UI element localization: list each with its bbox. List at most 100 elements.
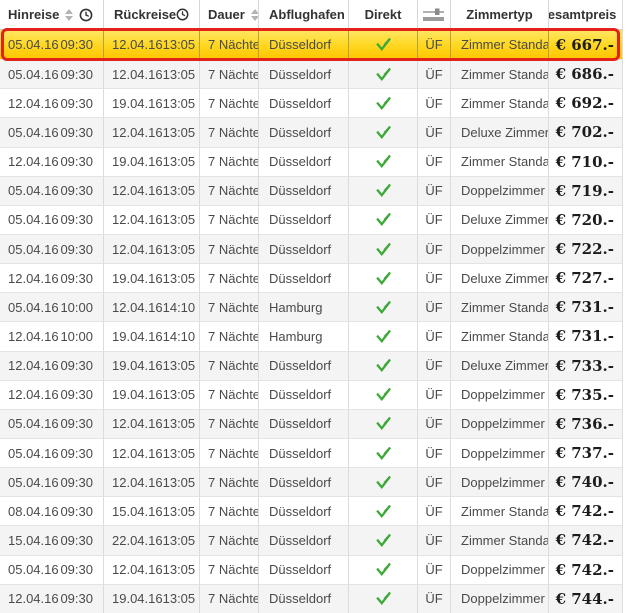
airport-label: Düsseldorf [269, 124, 332, 140]
clock-icon[interactable] [176, 8, 189, 21]
return-time: 13:05 [162, 37, 196, 53]
table-row[interactable]: 05.04.16 09:30 12.04.16 13:05 7 Nächte D… [0, 59, 622, 89]
table-row[interactable]: 05.04.16 09:30 12.04.16 13:05 7 Nächte D… [0, 27, 622, 62]
cell-dauer: 7 Nächte [199, 88, 258, 118]
table-row[interactable]: 05.04.16 10:00 12.04.16 14:10 7 Nächte H… [0, 292, 622, 322]
board-label: ÜF [425, 66, 443, 82]
total-price: € 733.- [555, 356, 614, 375]
duration-label: 7 Nächte [208, 562, 258, 578]
cell-dauer: 7 Nächte [199, 496, 258, 526]
green-check-icon [375, 183, 391, 198]
table-row[interactable]: 12.04.16 09:30 19.04.16 13:05 7 Nächte D… [0, 263, 622, 293]
table-row[interactable]: 05.04.16 09:30 12.04.16 13:05 7 Nächte D… [0, 117, 622, 147]
green-check-icon [375, 358, 391, 373]
cell-rueckreise: 19.04.16 13:05 [103, 263, 199, 293]
outbound-date: 05.04.16 [8, 416, 59, 432]
column-header-direkt[interactable]: Direkt [348, 0, 417, 29]
board-label: ÜF [425, 241, 443, 257]
cell-direkt [348, 204, 417, 234]
outbound-time: 09:30 [60, 358, 93, 374]
room-type-label: Doppelzimmer [461, 445, 545, 461]
cell-dauer: 7 Nächte [199, 292, 258, 322]
clock-icon[interactable] [79, 8, 93, 22]
cell-gesamtpreis: € 710.- [548, 146, 622, 176]
cell-hinreise: 05.04.16 09:30 [0, 233, 103, 263]
duration-label: 7 Nächte [208, 95, 258, 111]
table-row[interactable]: 05.04.16 09:30 12.04.16 13:05 7 Nächte D… [0, 437, 622, 468]
cell-abflughafen: Düsseldorf [258, 59, 348, 89]
table-row[interactable]: 05.04.16 09:30 12.04.16 13:05 7 Nächte D… [0, 204, 622, 234]
total-price: € 742.- [555, 531, 614, 550]
cell-dauer: 7 Nächte [199, 467, 258, 497]
return-time: 13:05 [162, 562, 196, 578]
table-row[interactable]: 05.04.16 09:30 12.04.16 13:05 7 Nächte D… [0, 554, 622, 584]
cell-board: ÜF [417, 204, 450, 234]
total-price: € 686.- [555, 65, 614, 84]
board-label: ÜF [425, 562, 443, 578]
cell-dauer: 7 Nächte [199, 379, 258, 409]
table-row[interactable]: 12.04.16 10:00 19.04.16 14:10 7 Nächte H… [0, 321, 622, 351]
airport-label: Düsseldorf [269, 95, 332, 111]
cell-hinreise: 05.04.16 10:00 [0, 292, 103, 321]
cell-zimmertyp: Doppelzimmer [450, 583, 548, 613]
room-type-label: Doppelzimmer [461, 241, 545, 257]
cell-rueckreise: 19.04.16 13:05 [103, 379, 199, 409]
airport-label: Düsseldorf [269, 416, 332, 432]
board-label: ÜF [425, 183, 443, 199]
cell-direkt [348, 88, 417, 118]
return-date: 15.04.16 [112, 503, 163, 519]
table-row[interactable]: 12.04.16 09:30 19.04.16 13:05 7 Nächte D… [0, 583, 622, 613]
return-date: 12.04.16 [112, 474, 163, 490]
cell-board: ÜF [417, 583, 450, 613]
cell-hinreise: 12.04.16 09:30 [0, 88, 103, 117]
table-row[interactable]: 05.04.16 09:30 12.04.16 13:05 7 Nächte D… [0, 467, 622, 497]
table-row[interactable]: 05.04.16 09:30 12.04.16 13:05 7 Nächte D… [0, 175, 622, 205]
column-header-dauer[interactable]: Dauer [199, 0, 258, 29]
cell-gesamtpreis: € 735.- [548, 379, 622, 409]
cell-direkt [348, 437, 417, 468]
table-row[interactable]: 12.04.16 09:30 19.04.16 13:05 7 Nächte D… [0, 88, 622, 118]
cell-direkt [348, 59, 417, 89]
table-row[interactable]: 12.04.16 09:30 19.04.16 13:05 7 Nächte D… [0, 146, 622, 176]
return-time: 13:05 [162, 124, 196, 140]
cell-gesamtpreis: € 727.- [548, 263, 622, 293]
duration-label: 7 Nächte [208, 387, 258, 403]
duration-label: 7 Nächte [208, 416, 258, 432]
total-price: € 722.- [555, 240, 614, 259]
column-label-zimmertyp: Zimmertyp [466, 7, 533, 22]
cell-direkt [348, 408, 417, 438]
room-type-label: Zimmer Standard [461, 37, 548, 53]
outbound-time: 10:00 [60, 328, 93, 344]
cell-gesamtpreis: € 737.- [548, 437, 622, 468]
outbound-time: 09:30 [60, 562, 93, 578]
outbound-date: 12.04.16 [8, 328, 59, 344]
column-header-board-filter[interactable] [417, 0, 450, 29]
table-row[interactable]: 05.04.16 09:30 12.04.16 13:05 7 Nächte D… [0, 408, 622, 438]
sort-arrows-icon [250, 8, 258, 21]
table-row[interactable]: 12.04.16 09:30 19.04.16 13:05 7 Nächte D… [0, 379, 622, 409]
table-row[interactable]: 15.04.16 09:30 22.04.16 13:05 7 Nächte D… [0, 525, 622, 555]
board-label: ÜF [425, 532, 443, 548]
board-label: ÜF [425, 212, 443, 228]
cell-dauer: 7 Nächte [199, 525, 258, 555]
column-header-rueckreise[interactable]: Rückreise [103, 0, 199, 29]
cell-abflughafen: Düsseldorf [258, 408, 348, 438]
column-header-hinreise[interactable]: Hinreise [0, 0, 103, 29]
cell-abflughafen: Düsseldorf [258, 146, 348, 176]
sort-arrows-icon [65, 8, 74, 21]
return-date: 12.04.16 [112, 562, 163, 578]
cell-dauer: 7 Nächte [199, 30, 258, 60]
column-header-gesamtpreis[interactable]: Gesamtpreis [548, 0, 622, 29]
table-row[interactable]: 05.04.16 09:30 12.04.16 13:05 7 Nächte D… [0, 233, 622, 264]
cell-gesamtpreis: € 733.- [548, 350, 622, 380]
green-check-icon [375, 242, 391, 257]
table-row[interactable]: 12.04.16 09:30 19.04.16 13:05 7 Nächte D… [0, 350, 622, 380]
column-header-abflughafen[interactable]: Abflughafen [258, 0, 348, 29]
room-type-label: Zimmer Standard [461, 328, 548, 344]
cell-abflughafen: Düsseldorf [258, 88, 348, 118]
cell-dauer: 7 Nächte [199, 233, 258, 264]
table-row[interactable]: 08.04.16 09:30 15.04.16 13:05 7 Nächte D… [0, 496, 622, 526]
column-header-zimmertyp[interactable]: Zimmertyp [450, 0, 548, 29]
cell-gesamtpreis: € 720.- [548, 204, 622, 234]
cell-board: ÜF [417, 175, 450, 205]
